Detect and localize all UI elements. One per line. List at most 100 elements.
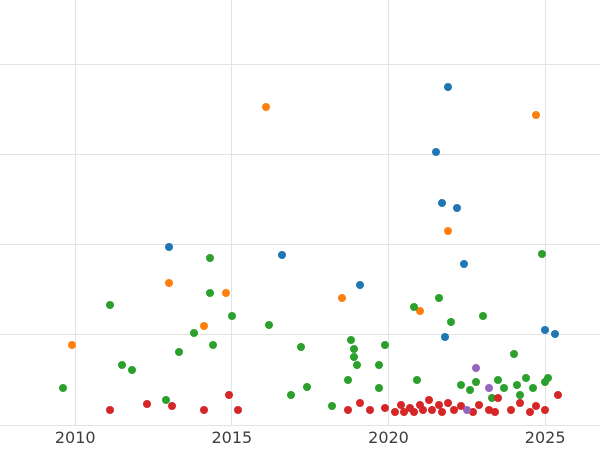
horizontal-gridline <box>0 154 600 156</box>
scatter-point-series-orange <box>337 293 346 302</box>
x-tick-label: 2020 <box>368 428 409 447</box>
scatter-point-series-red <box>541 405 550 414</box>
scatter-point-series-green <box>516 391 525 400</box>
scatter-point-series-green <box>227 311 236 320</box>
scatter-point-series-green <box>487 393 496 402</box>
scatter-point-series-red <box>491 408 500 417</box>
scatter-point-series-red <box>450 405 459 414</box>
scatter-point-series-green <box>509 350 518 359</box>
scatter-point-series-red <box>475 400 484 409</box>
scatter-point-series-red <box>531 401 540 410</box>
scatter-point-series-green <box>544 373 553 382</box>
scatter-point-series-blue <box>440 333 449 342</box>
scatter-point-series-blue <box>165 243 174 252</box>
scatter-point-series-blue <box>437 198 446 207</box>
vertical-gridline <box>231 0 233 425</box>
scatter-point-series-red <box>437 408 446 417</box>
scatter-point-series-green <box>409 302 418 311</box>
scatter-point-series-orange <box>262 102 271 111</box>
scatter-point-series-green <box>375 383 384 392</box>
scatter-point-series-green <box>381 341 390 350</box>
scatter-point-series-green <box>538 249 547 258</box>
horizontal-gridline <box>0 244 600 246</box>
scatter-point-series-green <box>303 382 312 391</box>
scatter-point-series-red <box>234 405 243 414</box>
scatter-point-series-red <box>506 405 515 414</box>
scatter-point-series-green <box>500 383 509 392</box>
scatter-point-series-purple <box>472 364 481 373</box>
scatter-point-series-green <box>447 317 456 326</box>
scatter-point-series-red <box>365 405 374 414</box>
scatter-point-series-green <box>296 342 305 351</box>
scatter-point-series-red <box>444 399 453 408</box>
vertical-gridline <box>544 0 546 425</box>
x-tick-label: 2015 <box>211 428 253 447</box>
scatter-point-series-green <box>209 341 218 350</box>
scatter-point-series-red <box>484 405 493 414</box>
scatter-point-series-green <box>541 378 550 387</box>
scatter-point-series-green <box>127 365 136 374</box>
scatter-point-series-green <box>375 360 384 369</box>
scatter-point-series-blue <box>277 251 286 259</box>
scatter-point-series-green <box>346 336 355 344</box>
scatter-point-series-red <box>356 399 365 408</box>
scatter-point-series-red <box>397 400 406 409</box>
scatter-point-series-purple <box>484 383 493 392</box>
scatter-point-series-green <box>118 360 127 369</box>
scatter-point-series-red <box>434 400 443 409</box>
scatter-point-series-green <box>528 383 537 392</box>
scatter-point-series-red <box>409 408 418 417</box>
scatter-point-series-blue <box>453 203 462 212</box>
scatter-point-series-red <box>224 391 233 400</box>
scatter-point-series-green <box>205 253 214 262</box>
scatter-point-series-green <box>58 383 67 392</box>
x-tick-label: 2025 <box>524 428 566 447</box>
scatter-point-series-blue <box>356 280 365 289</box>
scatter-point-series-blue <box>550 329 559 338</box>
scatter-point-series-red <box>343 405 352 414</box>
scatter-point-series-red <box>381 404 390 413</box>
scatter-point-series-red <box>553 391 562 400</box>
scatter-point-series-blue <box>541 325 550 334</box>
x-tick-label: 2010 <box>54 428 96 447</box>
scatter-point-series-green <box>190 328 199 337</box>
vertical-gridline <box>388 0 389 425</box>
scatter-point-series-green <box>465 386 474 395</box>
scatter-point-series-green <box>494 375 503 384</box>
scatter-point-series-green <box>265 320 274 329</box>
scatter-point-series-blue <box>444 82 453 91</box>
scatter-point-series-green <box>350 352 359 361</box>
scatter-point-series-purple <box>462 405 471 414</box>
scatter-point-series-red <box>199 405 208 414</box>
scatter-point-series-orange <box>531 110 540 119</box>
horizontal-gridline <box>0 334 600 336</box>
scatter-point-series-red <box>469 408 478 417</box>
plot-area <box>0 0 600 426</box>
scatter-point-series-green <box>522 373 531 382</box>
horizontal-gridline <box>0 424 600 426</box>
scatter-point-series-green <box>456 381 465 390</box>
scatter-point-series-green <box>287 391 296 400</box>
scatter-point-series-orange <box>415 306 424 315</box>
scatter-point-series-green <box>512 381 521 390</box>
vertical-gridline <box>74 0 76 425</box>
scatter-point-series-green <box>353 360 362 369</box>
scatter-point-series-green <box>434 293 443 302</box>
scatter-point-series-green <box>412 375 421 384</box>
scatter-point-series-red <box>516 399 525 408</box>
scatter-point-series-red <box>390 408 399 417</box>
scatter-point-series-orange <box>199 321 208 330</box>
scatter-point-series-green <box>478 311 487 320</box>
scatter-point-series-red <box>415 400 424 409</box>
scatter-point-series-red <box>168 401 177 410</box>
scatter-point-series-green <box>328 401 337 410</box>
scatter-point-series-green <box>205 288 214 297</box>
scatter-point-series-green <box>343 375 352 384</box>
scatter-point-series-red <box>494 393 503 402</box>
scatter-point-series-orange <box>68 341 77 350</box>
scatter-point-series-red <box>418 405 427 414</box>
scatter-point-series-orange <box>165 279 174 288</box>
scatter-point-series-red <box>425 396 434 405</box>
scatter-point-series-green <box>105 301 114 310</box>
